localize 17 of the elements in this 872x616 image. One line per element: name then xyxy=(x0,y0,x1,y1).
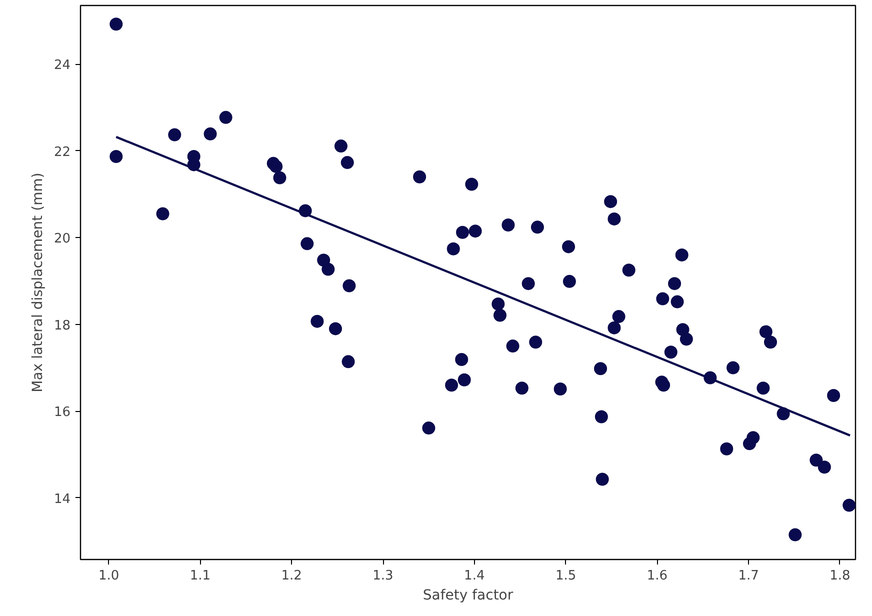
x-tick-label: 1.8 xyxy=(830,568,850,584)
x-tick-label: 1.1 xyxy=(190,568,211,584)
y-axis-title: Max lateral displacement (mm) xyxy=(30,172,46,392)
x-tick-label: 1.2 xyxy=(281,568,302,584)
x-tick-label: 1.0 xyxy=(98,568,120,584)
x-tick-label: 1.5 xyxy=(555,568,576,584)
x-tick-label: 1.6 xyxy=(646,568,668,584)
x-axis-title: Safety factor xyxy=(422,588,514,604)
y-tick-label: 14 xyxy=(54,492,71,507)
y-tick-label: 16 xyxy=(54,405,71,420)
y-tick-label: 18 xyxy=(54,318,71,334)
x-tick-label: 1.4 xyxy=(464,568,485,584)
y-tick-label: 24 xyxy=(54,58,71,74)
y-tick-label: 22 xyxy=(54,144,71,160)
x-tick-label: 1.7 xyxy=(738,568,759,584)
x-tick-label: 1.3 xyxy=(372,568,394,584)
y-tick-label: 20 xyxy=(54,232,71,247)
